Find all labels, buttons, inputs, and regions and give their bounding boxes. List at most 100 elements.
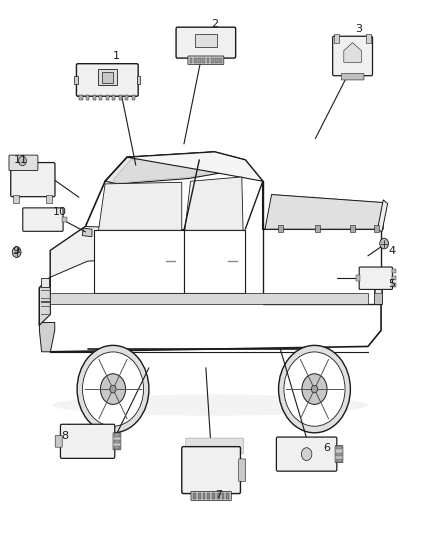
Bar [86,95,89,100]
Bar [193,493,196,499]
Bar [392,283,396,287]
Polygon shape [378,200,388,232]
Bar [198,58,201,63]
Text: 9: 9 [12,246,19,255]
Bar [114,446,120,449]
Circle shape [12,247,21,257]
Polygon shape [113,155,214,183]
Polygon shape [39,277,50,325]
Bar [350,225,355,232]
FancyBboxPatch shape [335,446,343,463]
FancyBboxPatch shape [191,491,231,500]
Polygon shape [41,278,49,287]
FancyBboxPatch shape [9,155,38,171]
Polygon shape [265,195,383,229]
Text: 7: 7 [215,490,223,499]
Text: 6: 6 [323,443,330,453]
FancyBboxPatch shape [186,438,244,454]
FancyBboxPatch shape [11,163,55,197]
Bar [13,195,19,203]
Bar [137,76,140,84]
Circle shape [110,385,116,393]
Bar [212,493,215,499]
Ellipse shape [53,394,368,416]
Circle shape [77,345,149,433]
Bar [215,58,218,63]
Bar [114,440,120,443]
Bar [356,275,360,281]
Polygon shape [39,152,381,352]
Bar [114,433,120,437]
Bar [80,95,82,100]
Bar [208,493,210,499]
Polygon shape [99,182,182,230]
Bar [131,95,135,100]
Bar [190,58,192,63]
Bar [336,453,342,456]
Bar [315,225,320,232]
Circle shape [284,352,345,426]
Bar [222,493,224,499]
FancyBboxPatch shape [60,424,115,458]
Text: 3: 3 [356,25,363,34]
Bar [336,446,342,449]
FancyBboxPatch shape [276,437,337,471]
Circle shape [302,374,327,405]
Circle shape [279,345,350,433]
Bar [374,269,382,304]
Polygon shape [344,43,361,62]
Bar [334,34,339,43]
FancyBboxPatch shape [176,27,236,58]
FancyBboxPatch shape [55,435,62,447]
Bar [106,95,109,100]
Bar [375,280,381,293]
Circle shape [82,352,144,426]
Circle shape [301,448,312,461]
Bar [194,58,197,63]
Bar [112,95,115,100]
Text: 11: 11 [14,155,28,165]
Text: 8: 8 [61,431,68,441]
Text: 5: 5 [389,279,396,288]
Polygon shape [50,227,210,277]
Text: 2: 2 [211,19,218,29]
Bar [125,95,128,100]
Bar [102,72,113,83]
Bar [74,76,78,84]
Bar [207,58,209,63]
Bar [211,58,214,63]
Circle shape [100,374,126,405]
Bar [195,34,217,47]
Polygon shape [50,293,368,304]
Text: 10: 10 [53,207,67,216]
Bar [366,34,371,43]
Bar [98,69,117,85]
Bar [226,493,229,499]
FancyBboxPatch shape [23,208,63,231]
Bar [217,493,219,499]
FancyBboxPatch shape [76,63,138,96]
Bar [219,58,222,63]
FancyBboxPatch shape [188,56,224,64]
Polygon shape [94,230,184,293]
Polygon shape [185,177,243,230]
Bar [92,95,95,100]
Polygon shape [127,152,263,181]
Polygon shape [39,322,55,352]
Bar [99,95,102,100]
Polygon shape [184,230,245,293]
Circle shape [18,156,26,166]
Bar [198,493,201,499]
FancyBboxPatch shape [239,459,246,481]
Bar [392,276,396,280]
Circle shape [311,385,318,393]
Bar [336,459,342,462]
Polygon shape [263,229,381,304]
FancyBboxPatch shape [341,74,364,80]
FancyBboxPatch shape [333,36,372,76]
Text: 1: 1 [113,51,120,61]
Bar [62,217,67,222]
FancyBboxPatch shape [182,447,240,494]
Bar [41,301,50,303]
FancyBboxPatch shape [113,433,121,450]
